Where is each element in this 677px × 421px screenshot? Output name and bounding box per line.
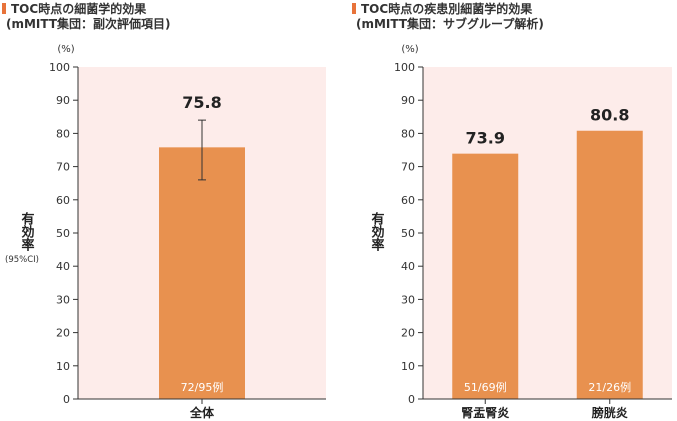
- left-chart-header: TOC時点の細菌学的効果 (mMITT集団：副次評価項目): [2, 2, 171, 32]
- right-y-axis-label: 有効率: [369, 211, 385, 252]
- right-chart-title: TOC時点の疾患別細菌学的効果: [361, 2, 533, 16]
- right-y-tick-label: 100: [394, 61, 415, 74]
- left-y-axis-note: (95%CI): [5, 255, 39, 265]
- right-bar-value-label: 80.8: [590, 106, 629, 125]
- right-chart-header: TOC時点の疾患別細菌学的効果 (mMITT集団：サブグループ解析): [352, 2, 544, 32]
- left-bar-value-label: 75.8: [182, 93, 221, 112]
- left-y-tick-label: 30: [56, 293, 70, 306]
- right-chart-subtitle: (mMITT集団：サブグループ解析): [356, 17, 544, 31]
- left-y-tick-label: 90: [56, 94, 70, 107]
- right-bar-value-label: 73.9: [466, 129, 505, 148]
- title-marker-icon: [352, 3, 356, 14]
- left-y-tick-label: 40: [56, 260, 70, 273]
- left-bar: [159, 147, 245, 399]
- right-y-tick-label: 90: [401, 94, 415, 107]
- right-y-tick-label: 10: [401, 360, 415, 373]
- left-y-tick-label: 0: [63, 393, 70, 406]
- left-y-tick-label: 10: [56, 360, 70, 373]
- left-y-tick-label: 100: [49, 61, 70, 74]
- left-bar-count-label: 72/95例: [181, 380, 224, 394]
- right-y-unit: (%): [401, 44, 418, 55]
- right-y-tick-label: 20: [401, 327, 415, 340]
- left-y-tick-label: 20: [56, 327, 70, 340]
- left-y-tick-label: 80: [56, 127, 70, 140]
- right-bar-count-label: 21/26例: [588, 380, 631, 394]
- right-y-tick-label: 30: [401, 293, 415, 306]
- right-y-tick-label: 0: [408, 393, 415, 406]
- left-y-tick-label: 50: [56, 227, 70, 240]
- left-x-tick-label: 全体: [189, 405, 215, 420]
- left-y-tick-label: 70: [56, 161, 70, 174]
- right-bar: [452, 153, 519, 399]
- right-y-tick-label: 60: [401, 194, 415, 207]
- right-bar: [576, 130, 643, 399]
- right-y-tick-label: 50: [401, 227, 415, 240]
- left-y-tick-label: 60: [56, 194, 70, 207]
- right-x-tick-label: 膀胱炎: [591, 405, 628, 420]
- right-y-tick-label: 80: [401, 127, 415, 140]
- right-y-tick-label: 70: [401, 161, 415, 174]
- left-chart-title: TOC時点の細菌学的効果: [11, 2, 147, 16]
- left-chart-subtitle: (mMITT集団：副次評価項目): [6, 17, 171, 31]
- right-x-tick-label: 腎盂腎炎: [461, 405, 509, 420]
- right-bar-count-label: 51/69例: [464, 380, 507, 394]
- left-y-unit: (%): [57, 44, 74, 55]
- left-y-axis-label: 有効率: [19, 211, 35, 252]
- title-marker-icon: [2, 3, 6, 14]
- right-y-tick-label: 40: [401, 260, 415, 273]
